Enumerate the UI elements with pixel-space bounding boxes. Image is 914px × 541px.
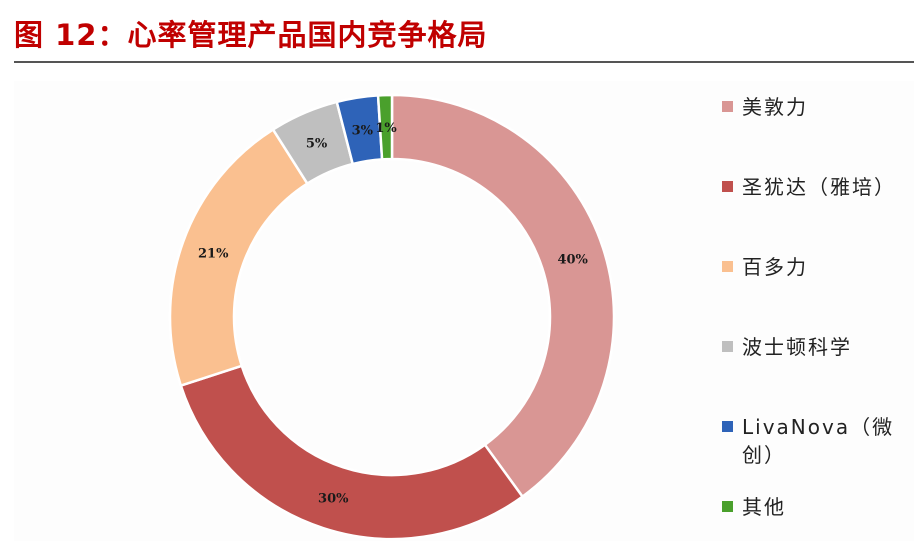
donut-slice (376, 93, 394, 161)
legend-swatch (722, 421, 733, 432)
donut-slice (390, 93, 616, 499)
legend-swatch (722, 261, 733, 272)
donut-slice (168, 127, 310, 388)
legend-label: 其他 (742, 495, 786, 519)
slice-data-label: 21% (198, 247, 229, 262)
legend-label: 美敦力 (742, 95, 808, 119)
legend-item: 圣犹达（雅培） (722, 173, 912, 201)
donut-chart: 40% 30% 21% 5% 3% 1% (168, 93, 616, 541)
legend-label: LivaNova（微创） (742, 415, 895, 467)
slice-data-label: 3% (352, 123, 374, 138)
slice-data-label: 5% (306, 137, 328, 152)
legend-swatch (722, 101, 733, 112)
title-divider (14, 61, 914, 63)
chart-panel: 40% 30% 21% 5% 3% 1% (14, 81, 914, 541)
legend-item: 百多力 (722, 253, 912, 281)
legend-label: 波士顿科学 (742, 335, 852, 359)
legend-label: 百多力 (742, 255, 808, 279)
legend-item: 波士顿科学 (722, 333, 912, 361)
slice-data-label: 1% (375, 121, 397, 136)
slice-data-label: 40% (557, 252, 588, 267)
legend-swatch (722, 341, 733, 352)
legend-item: 其他 (722, 493, 912, 521)
legend-swatch (722, 181, 733, 192)
donut-slice (179, 364, 525, 541)
slice-data-label: 30% (318, 492, 349, 507)
legend-label: 圣犹达（雅培） (742, 175, 896, 199)
legend-item: 美敦力 (722, 93, 912, 121)
legend-swatch (722, 501, 733, 512)
page-title: 图 12：心率管理产品国内竞争格局 (14, 18, 488, 52)
legend-item: LivaNova（微创） (722, 413, 912, 469)
